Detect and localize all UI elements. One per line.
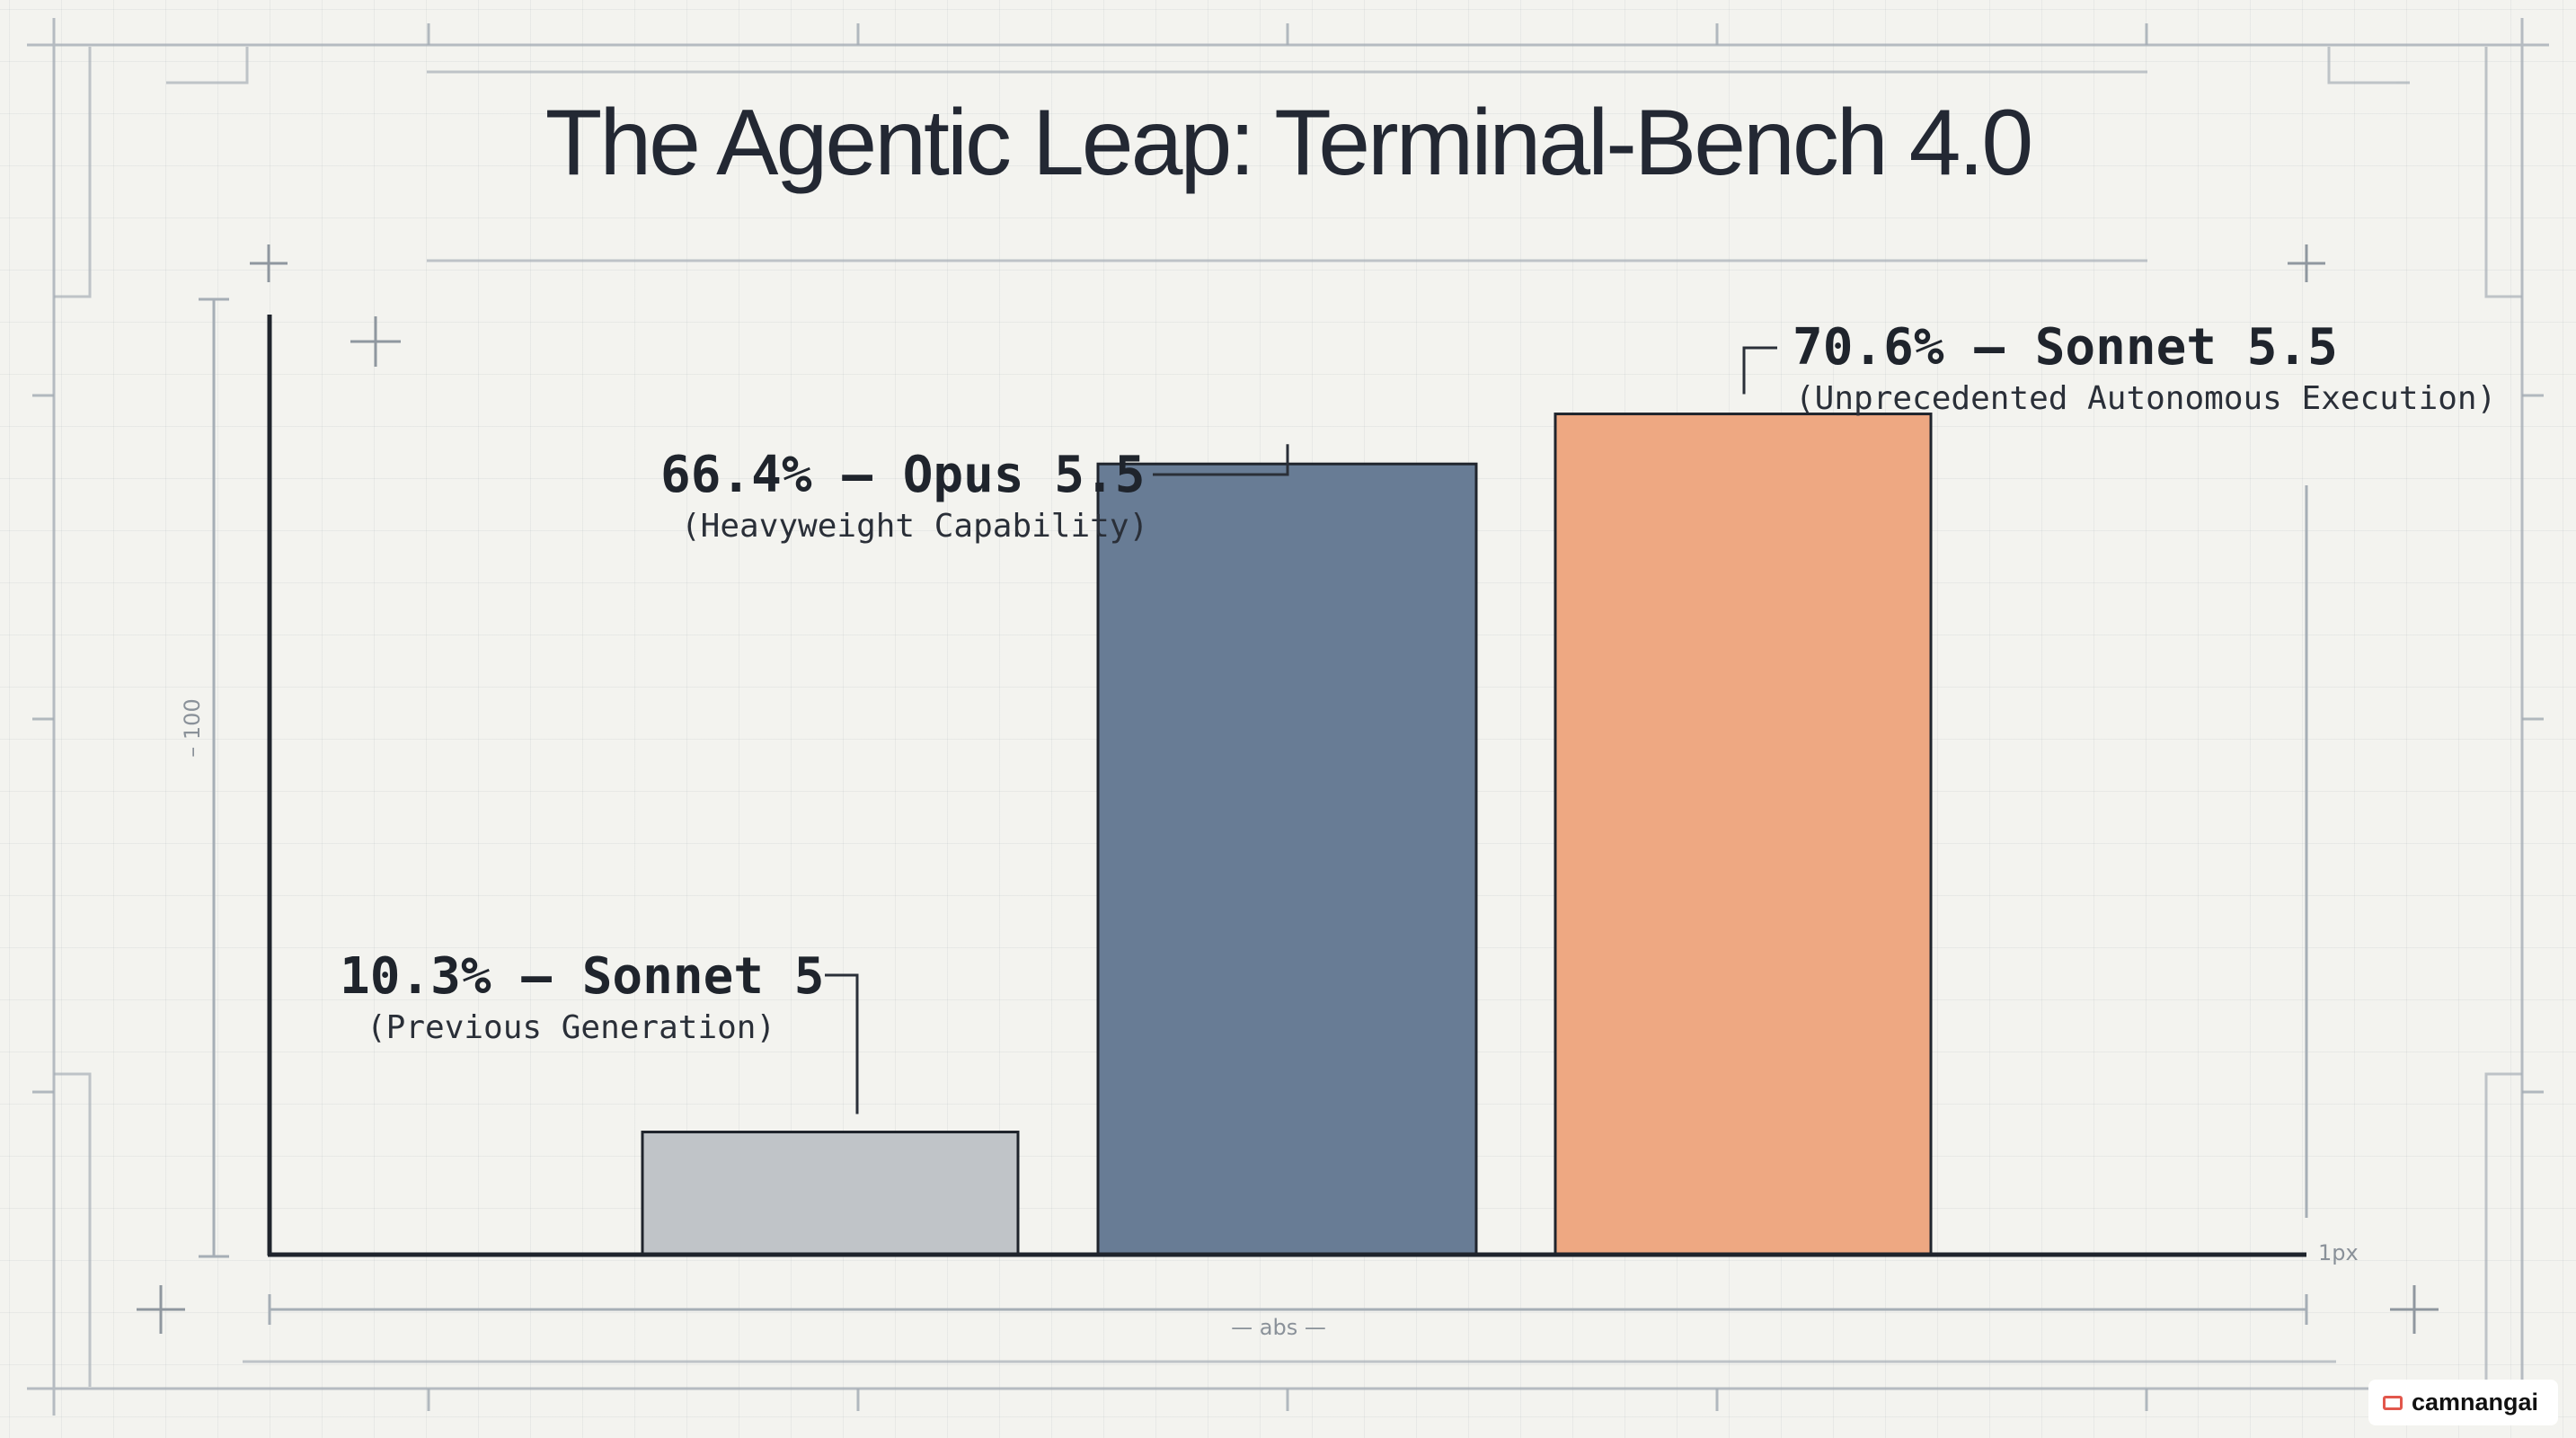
axis-note-bottom: — abs — — [1231, 1315, 1326, 1340]
bar-sonnet-5-5 — [1554, 413, 1933, 1256]
watermark: camnangai — [2368, 1380, 2558, 1425]
axis-note-left: – 100 — [180, 698, 205, 757]
data-sublabel-3: (Unprecedented Autonomous Execution) — [1795, 380, 2496, 417]
bar-sonnet-5 — [641, 1131, 1020, 1256]
data-label-1: 10.3% — Sonnet 5 — [340, 947, 824, 1006]
data-label-3: 70.6% — Sonnet 5.5 — [1793, 318, 2338, 377]
data-label-2: 66.4% — Opus 5.5 — [660, 446, 1145, 504]
leader-line-1 — [825, 973, 859, 1114]
axis-note-right: 1px — [2318, 1240, 2359, 1265]
leader-line-3 — [1742, 346, 1777, 395]
data-sublabel-1: (Previous Generation) — [367, 1009, 775, 1046]
watermark-text: camnangai — [2411, 1389, 2538, 1416]
leader-lines-group — [825, 346, 1777, 1114]
watermark-icon — [2382, 1395, 2403, 1410]
chart-title: The Agentic Leap: Terminal-Bench 4.0 — [544, 91, 2033, 195]
bar-opus-5-5 — [1096, 462, 1478, 1256]
axis-guides — [199, 297, 2308, 1325]
data-sublabel-2: (Heavyweight Capability) — [681, 508, 1148, 545]
bars-group — [641, 413, 1933, 1256]
data-labels-group: 10.3% — Sonnet 5(Previous Generation) 66.… — [340, 318, 2496, 1046]
leader-line-2 — [1153, 444, 1289, 476]
